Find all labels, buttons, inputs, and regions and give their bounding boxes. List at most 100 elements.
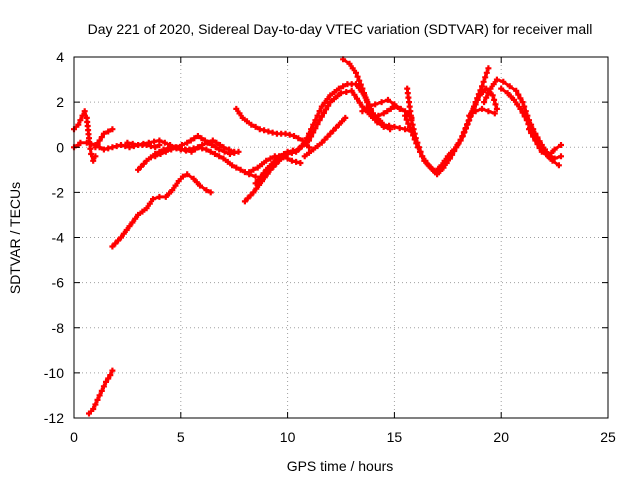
data-point — [391, 123, 398, 130]
x-tick-label: 5 — [177, 429, 185, 445]
data-point — [96, 144, 103, 151]
data-point — [391, 101, 398, 108]
data-point — [253, 185, 260, 192]
data-point — [263, 166, 270, 173]
series-line — [243, 82, 413, 203]
data-point — [434, 171, 441, 178]
series-trace-13 — [301, 114, 349, 160]
data-point — [124, 139, 131, 146]
data-point — [224, 158, 231, 165]
data-point — [220, 155, 227, 162]
data-point — [162, 193, 169, 200]
data-point — [270, 159, 277, 166]
data-point — [273, 155, 280, 162]
data-point — [86, 410, 92, 417]
data-point — [549, 157, 556, 164]
data-point — [555, 162, 562, 169]
data-point — [430, 167, 437, 174]
data-point — [197, 182, 203, 189]
y-tick-label: -4 — [52, 230, 65, 246]
series-trace-15 — [359, 96, 404, 115]
y-tick-label: -2 — [52, 184, 65, 200]
data-point — [362, 94, 369, 101]
data-point — [485, 90, 492, 97]
data-point — [178, 142, 185, 148]
data-point — [474, 95, 481, 102]
data-point — [485, 108, 492, 115]
data-point — [187, 137, 194, 144]
data-point — [105, 375, 112, 382]
data-point — [188, 148, 195, 155]
data-point — [86, 135, 92, 142]
data-point — [372, 116, 379, 122]
data-point — [534, 141, 541, 148]
data-point — [295, 135, 302, 142]
data-point — [513, 87, 520, 94]
data-point — [233, 105, 240, 112]
data-point — [169, 187, 176, 194]
data-point — [331, 89, 338, 95]
data-point — [523, 117, 530, 124]
data-point — [480, 78, 487, 85]
data-point — [455, 140, 462, 147]
data-point — [417, 148, 423, 155]
data-point — [548, 149, 555, 156]
data-point — [410, 132, 417, 139]
data-point — [168, 146, 175, 153]
data-point — [500, 78, 507, 85]
data-point — [81, 108, 88, 115]
data-point — [419, 153, 426, 160]
series-trace-4 — [86, 367, 116, 417]
data-point — [353, 69, 359, 76]
x-tick-label: 0 — [70, 429, 78, 445]
data-point — [492, 101, 499, 108]
data-point — [145, 139, 152, 146]
data-point — [100, 383, 107, 390]
data-point — [532, 137, 539, 144]
tick-layer: 0 5 10 15 20 25 -12 -10 -8 -6 -4 -2 0 2 4 — [44, 49, 616, 445]
data-point — [250, 189, 257, 196]
data-point — [308, 133, 315, 140]
data-point — [118, 234, 124, 241]
data-point — [449, 151, 456, 158]
series-trace-19 — [481, 76, 564, 162]
data-point — [356, 77, 363, 84]
data-point — [156, 193, 163, 200]
data-point — [316, 117, 323, 124]
data-point — [411, 136, 418, 143]
y-tick-label: 2 — [56, 94, 64, 110]
data-point — [487, 85, 494, 92]
data-point — [320, 110, 327, 116]
data-point — [343, 89, 350, 95]
data-point — [490, 81, 497, 88]
y-tick-label: -10 — [44, 365, 64, 381]
data-point — [427, 164, 434, 171]
data-point — [330, 96, 337, 103]
data-point — [327, 99, 334, 106]
data-point — [437, 167, 444, 174]
data-point — [380, 123, 387, 130]
data-point — [361, 90, 367, 97]
data-point — [340, 83, 347, 90]
data-point — [517, 105, 524, 112]
data-point — [354, 95, 360, 102]
data-point — [367, 108, 374, 115]
data-point — [173, 144, 180, 151]
data-point — [229, 162, 236, 169]
data-point — [498, 85, 505, 92]
data-point — [198, 135, 205, 142]
data-point — [493, 105, 500, 112]
data-point — [477, 87, 484, 94]
data-point — [129, 140, 136, 147]
series-trace-14 — [340, 56, 394, 133]
data-point — [306, 144, 312, 151]
data-point — [233, 164, 240, 171]
data-point — [464, 121, 471, 128]
data-point — [126, 223, 133, 230]
data-point — [135, 211, 142, 218]
data-point — [207, 189, 214, 196]
data-point — [479, 83, 485, 90]
data-point — [323, 106, 329, 113]
data-point — [184, 139, 191, 146]
